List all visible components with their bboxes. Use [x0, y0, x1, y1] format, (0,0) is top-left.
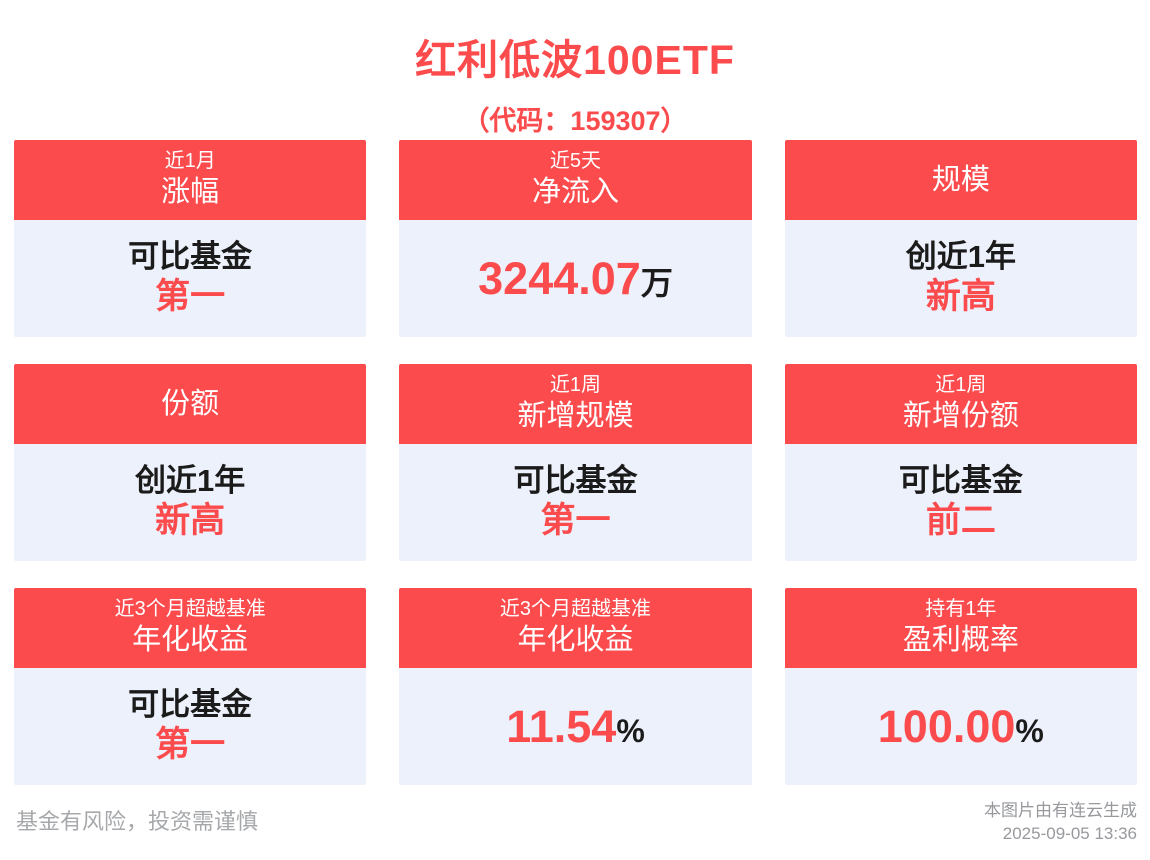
card-body-highlight: 前二 — [925, 501, 996, 541]
card-body: 可比基金 第一 — [14, 220, 367, 337]
annualized-return-unit: % — [616, 713, 645, 749]
card-header-period: 持有1年 — [925, 598, 997, 621]
net-inflow-value: 3244.07 — [478, 253, 641, 304]
card-shares: 份额 创近1年 新高 — [14, 364, 367, 561]
card-header-metric: 盈利概率 — [902, 624, 1019, 657]
card-3month-annualized-rank: 近3个月超越基准 年化收益 可比基金 第一 — [14, 588, 367, 785]
card-header: 近5天 净流入 — [399, 140, 752, 220]
card-body: 3244.07万 — [399, 220, 752, 337]
card-body-highlight: 第一 — [155, 277, 226, 317]
card-body: 100.00% — [784, 668, 1137, 785]
card-body: 可比基金 第一 — [14, 668, 367, 785]
card-body: 可比基金 第一 — [399, 444, 752, 561]
card-body-highlight: 第一 — [540, 501, 611, 541]
card-header-metric: 涨幅 — [161, 176, 220, 209]
card-body-highlight: 新高 — [925, 277, 996, 317]
annualized-return-value: 11.54 — [506, 701, 617, 752]
page-title: 红利低波100ETF — [415, 37, 735, 83]
card-body-highlight: 第一 — [155, 725, 226, 765]
risk-disclaimer: 基金有风险，投资需谨慎 — [16, 809, 259, 834]
card-header-period: 近3个月超越基准 — [499, 598, 652, 621]
card-header-metric: 份额 — [161, 387, 220, 420]
card-body-label: 可比基金 — [128, 687, 253, 723]
stats-grid: 近1月 涨幅 可比基金 第一 近5天 净流入 3244.07万 — [14, 140, 1137, 785]
card-scale: 规模 创近1年 新高 — [784, 140, 1137, 337]
card-header: 份额 — [14, 364, 367, 444]
card-3month-annualized-value: 近3个月超越基准 年化收益 11.54% — [399, 588, 752, 785]
generation-timestamp: 2025-09-05 13:36 — [1002, 824, 1137, 844]
card-header-metric: 新增规模 — [517, 400, 634, 433]
profit-probability-unit: % — [1015, 713, 1044, 749]
generation-source: 本图片由有连云生成 — [984, 801, 1137, 821]
card-header-period: 近3个月超越基准 — [114, 598, 266, 621]
card-1month-gain: 近1月 涨幅 可比基金 第一 — [14, 140, 367, 337]
card-body-label: 创近1年 — [135, 463, 246, 499]
card-header-metric: 年化收益 — [132, 624, 249, 657]
card-1week-new-shares: 近1周 新增份额 可比基金 前二 — [784, 364, 1137, 561]
card-header: 近1月 涨幅 — [14, 140, 367, 220]
card-body-label: 可比基金 — [898, 463, 1023, 499]
card-body-number: 100.00% — [878, 704, 1044, 749]
card-header-metric: 新增份额 — [902, 400, 1019, 433]
card-header-period: 近1周 — [935, 374, 987, 397]
card-header: 持有1年 盈利概率 — [784, 588, 1137, 668]
card-1week-new-scale: 近1周 新增规模 可比基金 第一 — [399, 364, 752, 561]
card-5day-net-inflow: 近5天 净流入 3244.07万 — [399, 140, 752, 337]
generation-credit: 本图片由有连云生成 2025-09-05 13:36 — [984, 800, 1137, 846]
card-body-label: 创近1年 — [905, 239, 1016, 275]
card-body-number: 3244.07万 — [478, 256, 673, 301]
card-header: 近1周 新增规模 — [399, 364, 752, 444]
card-header: 规模 — [784, 140, 1137, 220]
card-header-period: 近5天 — [549, 150, 602, 173]
card-body: 创近1年 新高 — [784, 220, 1137, 337]
card-header-metric: 规模 — [931, 163, 990, 196]
net-inflow-unit: 万 — [640, 265, 673, 301]
card-body-number: 11.54% — [506, 704, 645, 749]
card-body-label: 可比基金 — [128, 239, 253, 275]
card-header-period: 近1周 — [549, 374, 602, 397]
card-body: 可比基金 前二 — [784, 444, 1137, 561]
card-header-metric: 年化收益 — [517, 624, 634, 657]
card-body: 创近1年 新高 — [14, 444, 367, 561]
fund-code-subtitle: （代码：159307） — [462, 106, 688, 136]
card-header: 近1周 新增份额 — [784, 364, 1137, 444]
card-header: 近3个月超越基准 年化收益 — [399, 588, 752, 668]
card-body-highlight: 新高 — [155, 501, 226, 541]
card-body: 11.54% — [399, 668, 752, 785]
card-1year-profit-probability: 持有1年 盈利概率 100.00% — [784, 588, 1137, 785]
card-header-metric: 净流入 — [531, 176, 619, 209]
card-header: 近3个月超越基准 年化收益 — [14, 588, 367, 668]
card-body-label: 可比基金 — [513, 463, 638, 499]
profit-probability-value: 100.00 — [877, 701, 1016, 752]
card-header-period: 近1月 — [164, 150, 216, 173]
